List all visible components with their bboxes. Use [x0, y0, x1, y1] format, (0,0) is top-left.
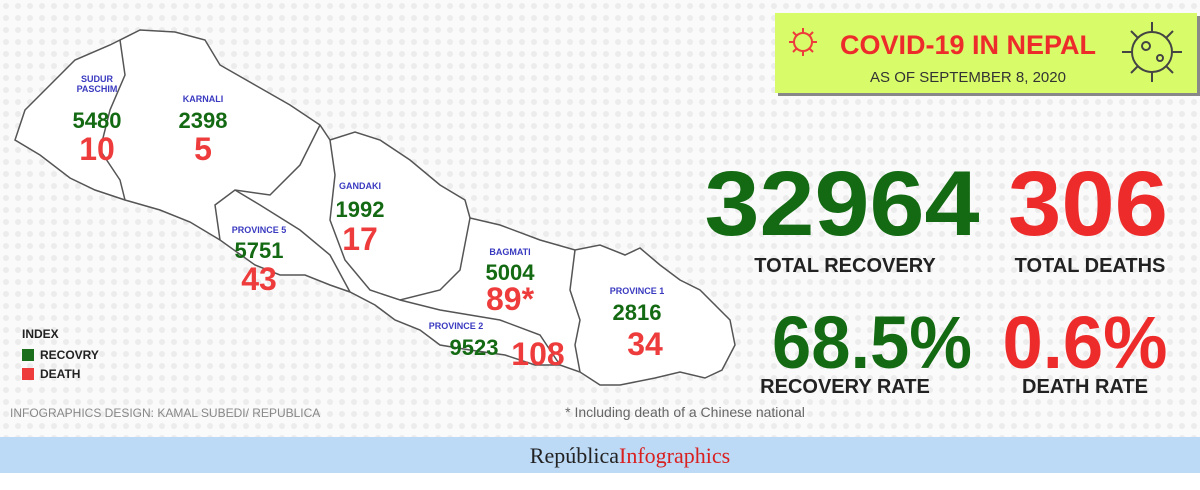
province-recovery: 2398 [179, 108, 228, 133]
province-recovery: 2816 [613, 300, 662, 325]
province-name: PROVINCE 5 [232, 225, 287, 235]
province-name: PROVINCE 1 [610, 286, 665, 296]
province-death: 34 [627, 326, 663, 362]
total-recovery-label: TOTAL RECOVERY [754, 255, 936, 277]
province-name: SUDUR [81, 74, 114, 84]
province-death: 17 [342, 221, 378, 257]
virus-icon [789, 28, 817, 56]
province-name: PROVINCE 2 [429, 321, 484, 331]
province-death: 5 [194, 131, 212, 167]
province-name: BAGMATI [489, 247, 530, 257]
province-recovery: 5004 [486, 260, 536, 285]
index-label: DEATH [40, 367, 80, 381]
footer-band [0, 437, 1200, 473]
total-deaths: 306 [1008, 153, 1168, 255]
death-rate-label: DEATH RATE [1022, 376, 1148, 398]
index-label: RECOVRY [40, 348, 99, 362]
province-recovery: 1992 [336, 197, 385, 222]
province-death: 10 [79, 131, 115, 167]
footer-brand: RepúblicaInfographics [530, 443, 730, 468]
province-death: 108 [511, 336, 564, 372]
province-recovery: 5751 [235, 238, 284, 263]
province-name: GANDAKI [339, 181, 381, 191]
title: COVID-19 IN NEPAL [840, 30, 1096, 60]
recovery-rate-label: RECOVERY RATE [760, 376, 930, 398]
credit: INFOGRAPHICS DESIGN: KAMAL SUBEDI/ REPUB… [10, 406, 320, 420]
brand: República [530, 443, 619, 468]
total-recovery: 32964 [705, 153, 980, 255]
province-recovery: 9523 [450, 335, 499, 360]
province-name: PASCHIM [77, 84, 118, 94]
recovery-rate: 68.5% [772, 301, 972, 384]
footnote: * Including death of a Chinese national [565, 404, 805, 420]
virus-icon [1122, 22, 1182, 82]
province-name: KARNALI [183, 94, 224, 104]
nepal-map [14, 29, 736, 386]
total-deaths-label: TOTAL DEATHS [1015, 255, 1166, 277]
index-swatch [22, 349, 34, 361]
province-death: 89* [486, 281, 535, 317]
index-swatch [22, 368, 34, 380]
province-recovery: 5480 [73, 108, 122, 133]
province-death: 43 [241, 261, 277, 297]
index-title: INDEX [22, 327, 59, 341]
death-rate: 0.6% [1003, 301, 1168, 384]
section: Infographics [619, 443, 730, 468]
date: AS OF SEPTEMBER 8, 2020 [870, 69, 1066, 86]
